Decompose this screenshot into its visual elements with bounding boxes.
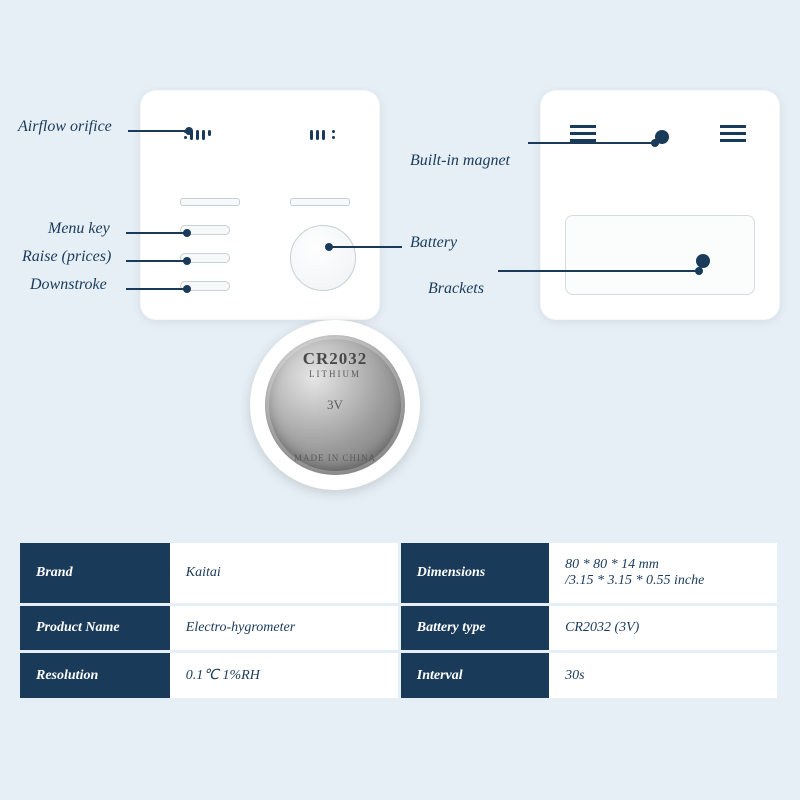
label-brackets: Brackets — [428, 280, 484, 298]
vent-lines-icon — [570, 125, 596, 142]
device-back — [540, 90, 780, 320]
label-menu: Menu key — [48, 220, 110, 238]
leader-line — [126, 260, 186, 262]
spec-val: 0.1℃ 1%RH — [170, 652, 399, 699]
coin-cell: CR2032 LITHIUM 3V MADE IN CHINA — [250, 320, 420, 490]
leader-line — [128, 130, 188, 132]
label-airflow: Airflow orifice — [18, 118, 112, 136]
spec-table: Brand Kaitai Dimensions 80 * 80 * 14 mm … — [20, 540, 780, 698]
table-row: Brand Kaitai Dimensions 80 * 80 * 14 mm … — [20, 542, 779, 605]
spec-key: Brand — [20, 542, 170, 605]
table-row: Resolution 0.1℃ 1%RH Interval 30s — [20, 652, 779, 699]
leader-line — [498, 270, 698, 272]
vent-slots-icon — [310, 130, 335, 140]
spec-key: Battery type — [399, 605, 549, 652]
spec-val: 30s — [549, 652, 778, 699]
bracket-hole-icon — [696, 254, 710, 268]
battery-compartment-icon — [290, 225, 356, 291]
leader-line — [126, 232, 186, 234]
spec-key: Dimensions — [399, 542, 549, 605]
slot-icon — [290, 198, 350, 206]
leader-line — [528, 142, 654, 144]
spec-key: Product Name — [20, 605, 170, 652]
spec-val: CR2032 (3V) — [549, 605, 778, 652]
vent-lines-icon — [720, 125, 746, 142]
bracket-cover-icon — [565, 215, 755, 295]
diagram-area: Airflow orifice Menu key Raise (prices) … — [0, 0, 800, 530]
coin-cell-face: CR2032 LITHIUM 3V MADE IN CHINA — [265, 335, 405, 475]
label-raise: Raise (prices) — [22, 248, 111, 266]
coin-origin: MADE IN CHINA — [265, 453, 405, 463]
table-row: Product Name Electro-hygrometer Battery … — [20, 605, 779, 652]
label-battery: Battery — [410, 234, 457, 252]
spec-val: 80 * 80 * 14 mm /3.15 * 3.15 * 0.55 inch… — [549, 542, 778, 605]
coin-sub: LITHIUM — [265, 369, 405, 379]
label-magnet: Built-in magnet — [410, 152, 510, 170]
spec-val: Kaitai — [170, 542, 399, 605]
leader-line — [330, 246, 402, 248]
spec-key: Interval — [399, 652, 549, 699]
spec-key: Resolution — [20, 652, 170, 699]
coin-model: CR2032 — [265, 349, 405, 369]
device-front — [140, 90, 380, 320]
slot-icon — [180, 198, 240, 206]
leader-line — [126, 288, 186, 290]
spec-val: Electro-hygrometer — [170, 605, 399, 652]
coin-voltage: 3V — [327, 397, 343, 413]
label-down: Downstroke — [30, 276, 107, 294]
